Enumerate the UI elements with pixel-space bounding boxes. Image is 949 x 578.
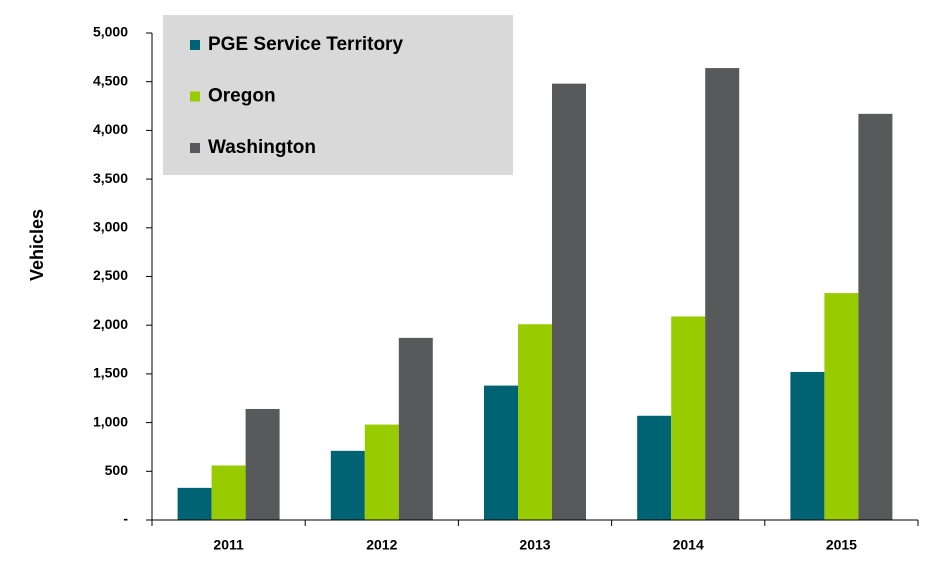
y-tick-label: 5,000 — [93, 24, 128, 40]
bar — [364, 424, 399, 520]
legend-label: Washington — [208, 137, 316, 158]
bar — [552, 83, 586, 520]
y-tick-label: 3,500 — [93, 170, 128, 186]
legend-swatch — [190, 91, 200, 102]
bar — [484, 385, 518, 520]
bar — [858, 113, 893, 520]
legend-box — [163, 15, 513, 175]
bar — [398, 337, 433, 520]
x-tick-label: 2012 — [366, 537, 397, 553]
bar — [518, 324, 552, 520]
y-tick-label: 500 — [105, 462, 129, 478]
x-tick-label: 2013 — [519, 537, 550, 553]
y-tick-label: - — [123, 511, 128, 527]
bar — [211, 465, 246, 520]
y-tick-label: 4,500 — [93, 72, 128, 88]
legend-swatch — [190, 143, 200, 153]
bar — [671, 316, 706, 520]
y-tick-label: 3,000 — [93, 219, 128, 235]
bar — [177, 487, 212, 520]
legend-swatch — [190, 40, 200, 50]
y-tick-label: 2,000 — [93, 316, 128, 332]
y-axis-label: Vehicles — [27, 209, 47, 281]
y-tick-label: 4,000 — [93, 121, 128, 137]
bar — [790, 371, 825, 520]
x-tick-label: 2011 — [213, 537, 244, 553]
bar — [637, 415, 672, 520]
y-tick-label: 2,500 — [93, 267, 128, 283]
bar — [245, 408, 280, 520]
legend-label: Oregon — [208, 86, 276, 107]
bar — [705, 68, 740, 521]
x-tick-label: 2015 — [826, 537, 857, 553]
y-tick-label: 1,500 — [93, 365, 128, 381]
x-tick-label: 2014 — [673, 537, 704, 553]
bar — [330, 450, 365, 520]
legend-label: PGE Service Territory — [208, 34, 403, 55]
y-tick-label: 1,000 — [93, 413, 128, 429]
bar — [824, 293, 859, 520]
